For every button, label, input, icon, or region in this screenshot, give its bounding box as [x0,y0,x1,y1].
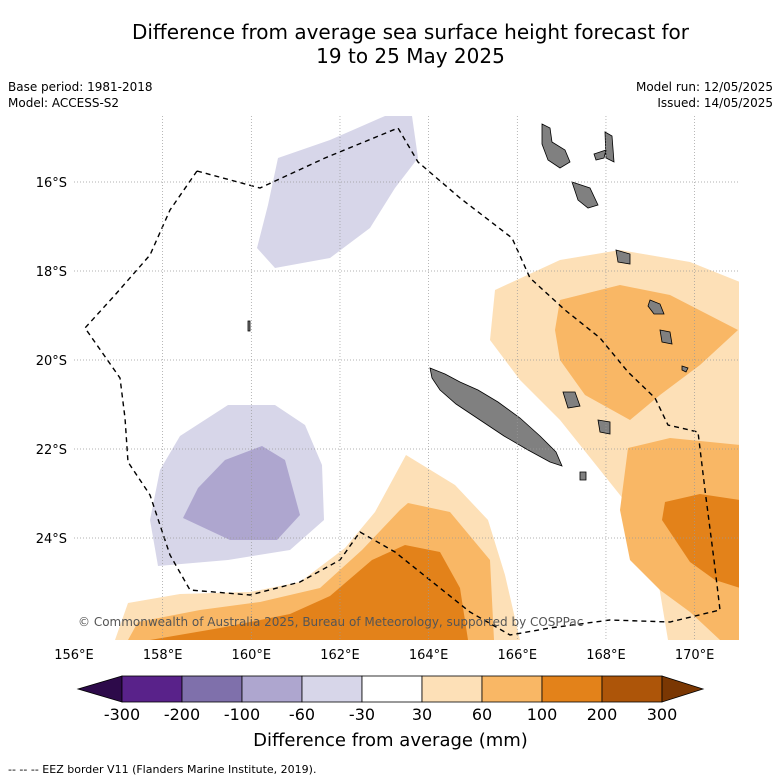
anomaly-negative-south-core [183,446,300,540]
colorbar-tick-label: -100 [223,705,261,724]
longitude-tick-label: 156°E [54,648,94,663]
colorbar-tick-label: 30 [411,705,433,724]
title-line-2: 19 to 25 May 2025 [316,44,505,68]
colorbar-extend-min [76,675,123,703]
colorbar-bin [541,675,603,703]
anomaly-field [84,116,739,640]
eez-border [84,127,721,636]
colorbar-title: Difference from average (mm) [253,730,528,751]
chart-title: Difference from average sea surface heig… [40,20,781,68]
vanuatu-island-small [593,149,607,161]
colorbar-bin [301,675,363,703]
longitude-tick-label: 164°E [409,648,449,663]
colorbar-bin [241,675,303,703]
vanuatu-island-central [571,181,599,209]
footnote: -- -- -- EEZ border V11 (Flanders Marine… [8,763,317,776]
meta-left: Base period: 1981-2018 Model: ACCESS-S2 [8,79,153,111]
anomaly-negative-north [257,116,418,268]
loyalty-island-1 [647,299,665,315]
latitude-tick-label: 18°S [36,265,67,280]
latitude-tick-label: 20°S [36,354,67,369]
graticule [74,116,739,640]
loyalty-island-4 [597,419,611,435]
colorbar-tick-label: -60 [288,705,316,724]
longitude-tick-label: 166°E [498,648,538,663]
base-period: Base period: 1981-2018 [8,80,153,94]
new-caledonia-island [429,367,563,467]
colorbar-tick-label: 200 [586,705,618,724]
colorbar-bin [121,675,183,703]
vanuatu-island-north [541,123,571,169]
longitude-tick-label: 168°E [586,648,626,663]
colorbar-tick-label: -300 [103,705,141,724]
latitude-tick-label: 24°S [36,532,67,547]
anomaly-positive-southeast-core [662,494,739,588]
colorbar-tick-label: 60 [471,705,493,724]
axis-labels: 156°E 158°E 160°E 162°E 164°E 166°E 168°E 170°E… [36,176,715,663]
title-line-1: Difference from average sea surface heig… [131,20,690,44]
colorbar-tick-label: 100 [526,705,558,724]
longitude-tick-label: 160°E [232,648,272,663]
colorbar-bin [181,675,243,703]
latitude-tick-label: 16°S [36,176,67,191]
loyalty-island-2 [659,329,673,345]
longitude-tick-label: 158°E [143,648,183,663]
islet [579,471,587,481]
colorbar-bin [601,675,663,703]
landmass [247,123,689,481]
longitude-tick-label: 170°E [675,648,715,663]
colorbar-extend-max [661,675,705,703]
islet [681,365,689,373]
loyalty-island-3 [562,391,581,409]
colorbar-bin [481,675,543,703]
colorbar-bin [421,675,483,703]
model-run: Model run: 12/05/2025 [635,80,773,94]
copyright-text: © Commonwealth of Australia 2025, Bureau… [78,615,583,629]
anomaly-positive-south-core [150,545,468,640]
colorbar-bin [361,675,423,703]
latitude-tick-label: 22°S [36,443,67,458]
colorbar-tick-label: -30 [348,705,376,724]
colorbar-tick-label: 300 [646,705,678,724]
anomaly-positive-east-mid [555,285,738,420]
vanuatu-island-south [615,249,631,265]
islet [247,320,251,332]
colorbar-tick-label: -200 [163,705,201,724]
colorbar [76,675,705,703]
model-name: Model: ACCESS-S2 [8,96,120,110]
meta-right: Model run: 12/05/2025 Issued: 14/05/2025 [636,79,773,111]
longitude-tick-label: 162°E [320,648,360,663]
vanuatu-island-east [604,131,615,163]
issued-date: Issued: 14/05/2025 [657,96,773,110]
